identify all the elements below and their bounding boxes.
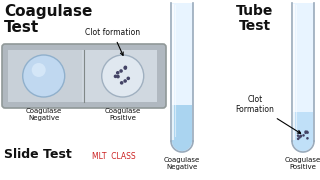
Text: Tube
Test: Tube Test xyxy=(236,4,274,33)
Text: Slide Test: Slide Test xyxy=(4,148,72,161)
FancyBboxPatch shape xyxy=(2,44,166,108)
Circle shape xyxy=(298,131,301,134)
Circle shape xyxy=(302,134,305,137)
Bar xyxy=(172,3,193,141)
Circle shape xyxy=(304,131,307,134)
Ellipse shape xyxy=(293,131,313,151)
Circle shape xyxy=(299,134,302,137)
Circle shape xyxy=(297,138,300,140)
Circle shape xyxy=(116,75,120,78)
Ellipse shape xyxy=(172,131,192,151)
Text: Coagulase
Positive: Coagulase Positive xyxy=(105,108,141,121)
Circle shape xyxy=(124,66,127,70)
Text: Clot
Formation: Clot Formation xyxy=(236,95,300,133)
Circle shape xyxy=(120,81,124,85)
Circle shape xyxy=(116,71,120,75)
Circle shape xyxy=(32,63,46,77)
Bar xyxy=(8,50,82,102)
Circle shape xyxy=(119,69,123,73)
Bar xyxy=(172,105,192,142)
Text: Coagulase
Positive: Coagulase Positive xyxy=(285,157,320,170)
Ellipse shape xyxy=(172,130,193,152)
Text: Coagulase
Negative: Coagulase Negative xyxy=(164,157,200,170)
Circle shape xyxy=(124,66,127,69)
Bar xyxy=(292,3,314,141)
Circle shape xyxy=(298,136,301,139)
Ellipse shape xyxy=(292,130,314,152)
Circle shape xyxy=(304,130,307,133)
Circle shape xyxy=(102,55,144,97)
Circle shape xyxy=(297,134,299,137)
Text: MLT  CLASS: MLT CLASS xyxy=(92,152,136,161)
Circle shape xyxy=(114,75,117,78)
Text: Coagulase
Test: Coagulase Test xyxy=(4,4,92,35)
Circle shape xyxy=(306,137,309,140)
Circle shape xyxy=(300,135,302,138)
Text: Clot formation: Clot formation xyxy=(85,28,140,55)
Circle shape xyxy=(23,55,65,97)
Circle shape xyxy=(126,76,130,80)
Circle shape xyxy=(306,131,309,134)
Text: Coagulase
Negative: Coagulase Negative xyxy=(26,108,62,121)
Bar xyxy=(293,112,313,142)
Circle shape xyxy=(306,130,308,133)
Bar xyxy=(82,50,156,102)
Circle shape xyxy=(123,79,127,83)
